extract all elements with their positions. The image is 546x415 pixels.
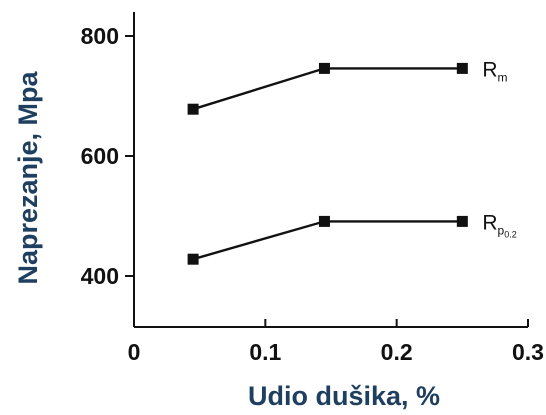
series-label-rm: Rm	[482, 58, 507, 84]
data-point-rm-2	[456, 62, 468, 74]
data-point-rm-1	[318, 62, 330, 74]
x-tick-label-0.2: 0.2	[381, 339, 413, 365]
series-lines	[192, 67, 463, 261]
series-markers	[187, 62, 468, 265]
x-tick-label-0: 0	[128, 339, 141, 365]
x-tick-label-0.1: 0.1	[249, 339, 281, 365]
y-tick-label-600: 600	[81, 143, 119, 169]
y-tick-label-800: 800	[81, 23, 119, 49]
y-axis-title: Naprezanje, Mpa	[13, 70, 43, 284]
series-label-rp0-2: Rp0.2	[482, 211, 516, 239]
data-point-rm-0	[187, 103, 199, 115]
data-point-rp0-2-0	[187, 253, 199, 265]
ticks: 400 600 800 0 0.1 0.2 0.3	[81, 23, 544, 365]
x-axis-title: Udio dušika, %	[248, 381, 440, 411]
series-line-rm	[192, 67, 463, 111]
axes	[133, 12, 528, 328]
series-labels: Rm Rp0.2	[482, 58, 516, 239]
series-line-rp0-2	[192, 220, 463, 261]
data-point-rp0-2-1	[318, 215, 330, 227]
data-point-rp0-2-2	[456, 215, 468, 227]
y-tick-label-400: 400	[81, 263, 119, 289]
x-tick-label-0.3: 0.3	[512, 339, 544, 365]
